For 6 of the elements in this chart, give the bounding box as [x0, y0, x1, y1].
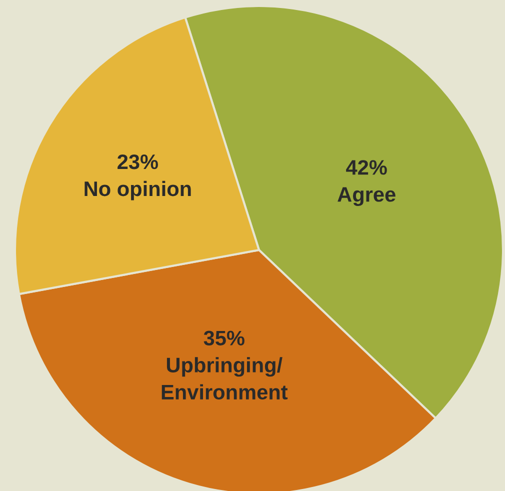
data-label: 23% [118, 154, 158, 170]
slice-label: Upbringing/ Environment [162, 357, 288, 400]
data-label: 35% [204, 330, 244, 346]
data-label: 42% [346, 160, 387, 175]
slice-label: No opinion [84, 180, 191, 200]
slice-label: Agree [338, 187, 396, 206]
